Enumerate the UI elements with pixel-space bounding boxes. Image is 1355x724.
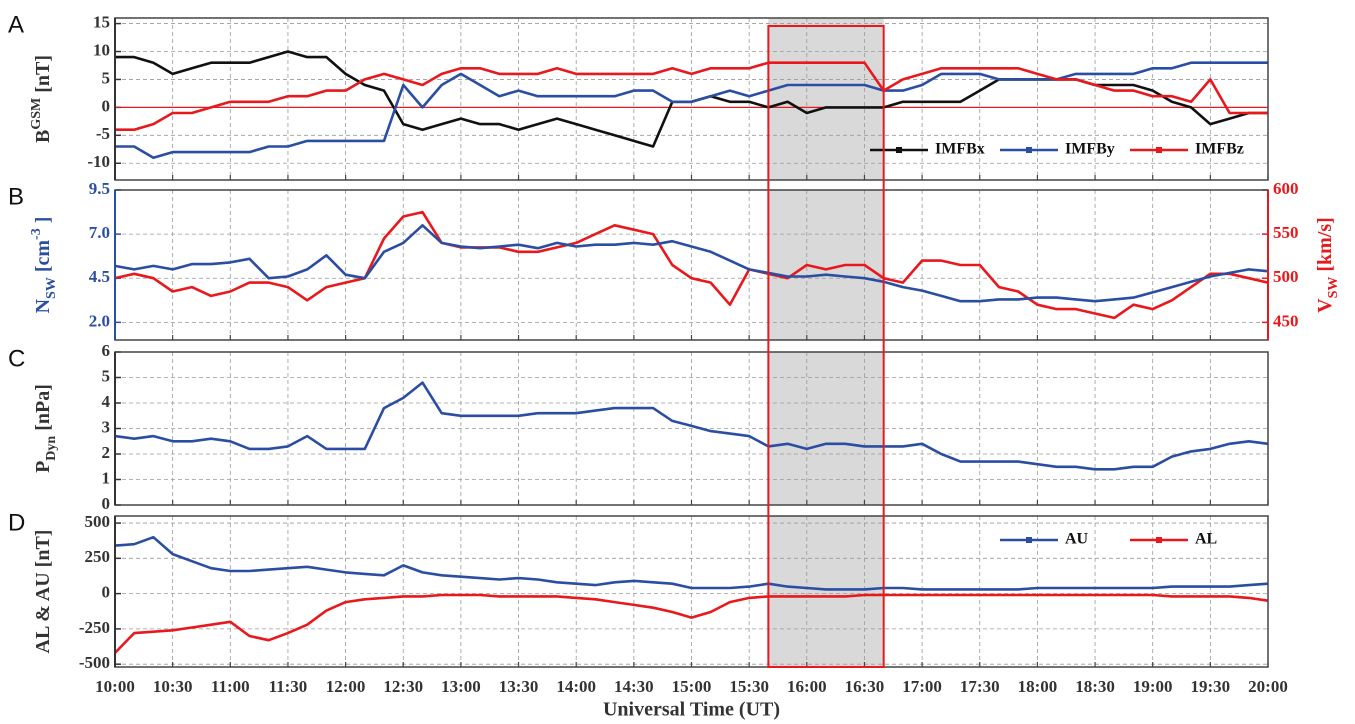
- y2-tick-label: 450: [1273, 311, 1299, 330]
- y-axis-label: BGSM [nT]: [29, 55, 54, 143]
- x-tick-label: 11:00: [211, 677, 250, 696]
- panel-label: A: [8, 11, 24, 38]
- legend-marker: [896, 147, 902, 153]
- label-part: V: [1314, 298, 1336, 313]
- y-tick-label: 1: [102, 468, 111, 487]
- x-axis-label: Universal Time (UT): [603, 699, 780, 721]
- x-tick-label: 12:00: [326, 677, 366, 696]
- label-part: [nT]: [32, 55, 54, 93]
- y2-tick-label: 600: [1273, 179, 1299, 198]
- series-line: [114, 224, 1269, 303]
- x-tick-label: 15:30: [729, 677, 769, 696]
- legend-text: IMFBz: [1195, 141, 1244, 158]
- label-part: N: [32, 298, 54, 313]
- highlight-band: [768, 18, 884, 180]
- label-part: Dyn: [44, 436, 59, 461]
- label-part: SW: [1326, 277, 1341, 299]
- label-part: -3: [29, 228, 44, 240]
- legend-text: IMFBy: [1065, 141, 1115, 158]
- panel-label: D: [8, 509, 25, 536]
- y-tick-label: -250: [79, 618, 110, 637]
- y-axis-label: AL & AU [nT]: [32, 530, 54, 654]
- x-tick-label: 15:00: [672, 677, 712, 696]
- x-tick-label: 16:00: [787, 677, 827, 696]
- x-tick-label: 17:00: [902, 677, 942, 696]
- x-tick-label: 14:00: [556, 677, 596, 696]
- highlight-outline: [767, 25, 885, 668]
- label-part: AL & AU [nT]: [32, 530, 54, 654]
- label-part: [cm: [32, 240, 54, 273]
- x-tick-label: 10:30: [153, 677, 193, 696]
- x-tick-label: 19:00: [1133, 677, 1173, 696]
- series-line: [114, 210, 1269, 320]
- y-tick-label: 3: [102, 417, 111, 436]
- y-tick-label: 250: [85, 547, 111, 566]
- x-tick-label: 19:30: [1191, 677, 1231, 696]
- y-tick-label: 5: [102, 68, 111, 87]
- y-axis-label: PDyn [nPa]: [32, 384, 59, 473]
- label-part: [nPa]: [32, 384, 54, 431]
- legend-text: AU: [1065, 531, 1089, 548]
- y-tick-label: 4: [102, 392, 111, 411]
- y-tick-label: -5: [96, 124, 110, 143]
- x-tick-label: 13:30: [499, 677, 539, 696]
- y-tick-label: 2.0: [89, 311, 110, 330]
- label-part: B: [32, 130, 54, 143]
- legend-text: IMFBx: [935, 141, 985, 158]
- y-tick-label: 10: [93, 40, 110, 59]
- x-tick-label: 13:00: [441, 677, 481, 696]
- y-tick-label: 5: [102, 366, 111, 385]
- label-part: SW: [44, 277, 59, 299]
- x-tick-label: 10:00: [95, 677, 135, 696]
- y-tick-label: 500: [85, 512, 111, 531]
- x-tick-label: 11:30: [269, 677, 308, 696]
- y-tick-label: 0: [102, 96, 111, 115]
- series-line: [115, 61, 1268, 131]
- x-tick-label: 18:00: [1018, 677, 1058, 696]
- y2-tick-label: 500: [1273, 267, 1299, 286]
- y-tick-label: 4.5: [89, 267, 110, 286]
- y2-tick-label: 550: [1273, 223, 1299, 242]
- y-tick-label: 9.5: [89, 179, 110, 198]
- legend-text: AL: [1195, 531, 1217, 548]
- panel-label: B: [8, 183, 24, 210]
- y-tick-label: 0: [102, 583, 111, 602]
- x-tick-label: 16:30: [845, 677, 885, 696]
- legend-marker: [1026, 147, 1032, 153]
- y-tick-label: 2: [102, 443, 111, 462]
- series-line: [114, 381, 1269, 471]
- y2-axis-label: VSW [km/s]: [1314, 217, 1341, 313]
- label-part: P: [32, 461, 54, 473]
- highlight-band: [768, 516, 884, 667]
- label-part: [km/s]: [1314, 217, 1336, 271]
- y-tick-label: 7.0: [89, 223, 110, 242]
- label-part: ]: [32, 217, 54, 224]
- x-tick-label: 18:30: [1075, 677, 1115, 696]
- series-line: [114, 535, 1269, 591]
- legend-marker: [1026, 537, 1032, 543]
- y-tick-label: 0: [102, 494, 111, 513]
- y-tick-label: 15: [93, 12, 110, 31]
- panel-label: C: [8, 345, 25, 372]
- x-tick-label: 14:30: [614, 677, 654, 696]
- series-line: [114, 593, 1269, 654]
- x-tick-label: 12:30: [383, 677, 423, 696]
- y-tick-label: -500: [79, 653, 110, 672]
- series-line: [115, 61, 1268, 159]
- label-part: GSM: [29, 98, 44, 130]
- legend-marker: [1156, 537, 1162, 543]
- y-tick-label: -10: [87, 152, 110, 171]
- y-tick-label: 6: [102, 341, 111, 360]
- y-axis-label: NSW [cm-3]: [29, 217, 59, 314]
- x-tick-label: 20:00: [1248, 677, 1288, 696]
- x-tick-label: 17:30: [960, 677, 1000, 696]
- legend-marker: [1156, 147, 1162, 153]
